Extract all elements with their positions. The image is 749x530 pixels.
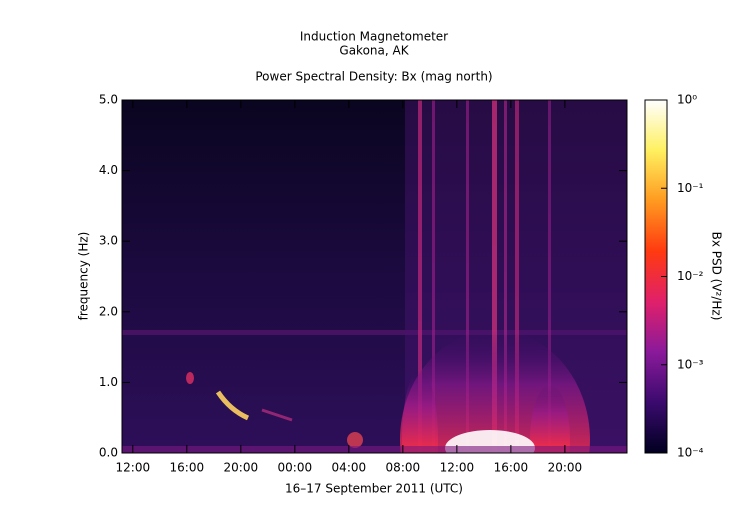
y-tick-label: 0.0 — [99, 446, 118, 460]
colorbar-tick-label: 10⁻⁴ — [677, 446, 704, 460]
y-tick-label: 1.0 — [99, 375, 118, 389]
x-axis-label: 16–17 September 2011 (UTC) — [285, 482, 463, 496]
colorbar-tick-label: 10⁻³ — [677, 357, 704, 371]
colorbar-label: Bx PSD (V²/Hz) — [710, 232, 724, 321]
y-tick-label: 4.0 — [99, 163, 118, 177]
colorbar-tick-label: 10⁻¹ — [677, 181, 704, 195]
colorbar-tick-label: 10⁻² — [677, 269, 704, 283]
x-tick-label: 20:00 — [224, 461, 259, 475]
plot-frame — [121, 99, 628, 454]
plot-title: Power Spectral Density: Bx (mag north) — [255, 70, 492, 84]
x-tick-label: 12:00 — [440, 461, 475, 475]
x-tick-label: 12:00 — [116, 461, 151, 475]
x-tick-label: 16:00 — [494, 461, 529, 475]
y-tick-label: 2.0 — [99, 304, 118, 318]
colorbar-tick-label: 10⁰ — [677, 93, 697, 107]
x-tick-label: 04:00 — [332, 461, 367, 475]
x-tick-label: 08:00 — [386, 461, 421, 475]
y-tick-label: 5.0 — [99, 93, 118, 107]
spectrogram-image — [122, 100, 627, 453]
x-tick-label: 20:00 — [548, 461, 583, 475]
y-tick-label: 3.0 — [99, 234, 118, 248]
y-axis-label: frequency (Hz) — [77, 232, 91, 321]
chart-subtitle: Gakona, AK — [339, 44, 409, 58]
x-tick-label: 00:00 — [278, 461, 313, 475]
x-tick-label: 16:00 — [170, 461, 205, 475]
chart-title: Induction Magnetometer — [300, 30, 448, 44]
